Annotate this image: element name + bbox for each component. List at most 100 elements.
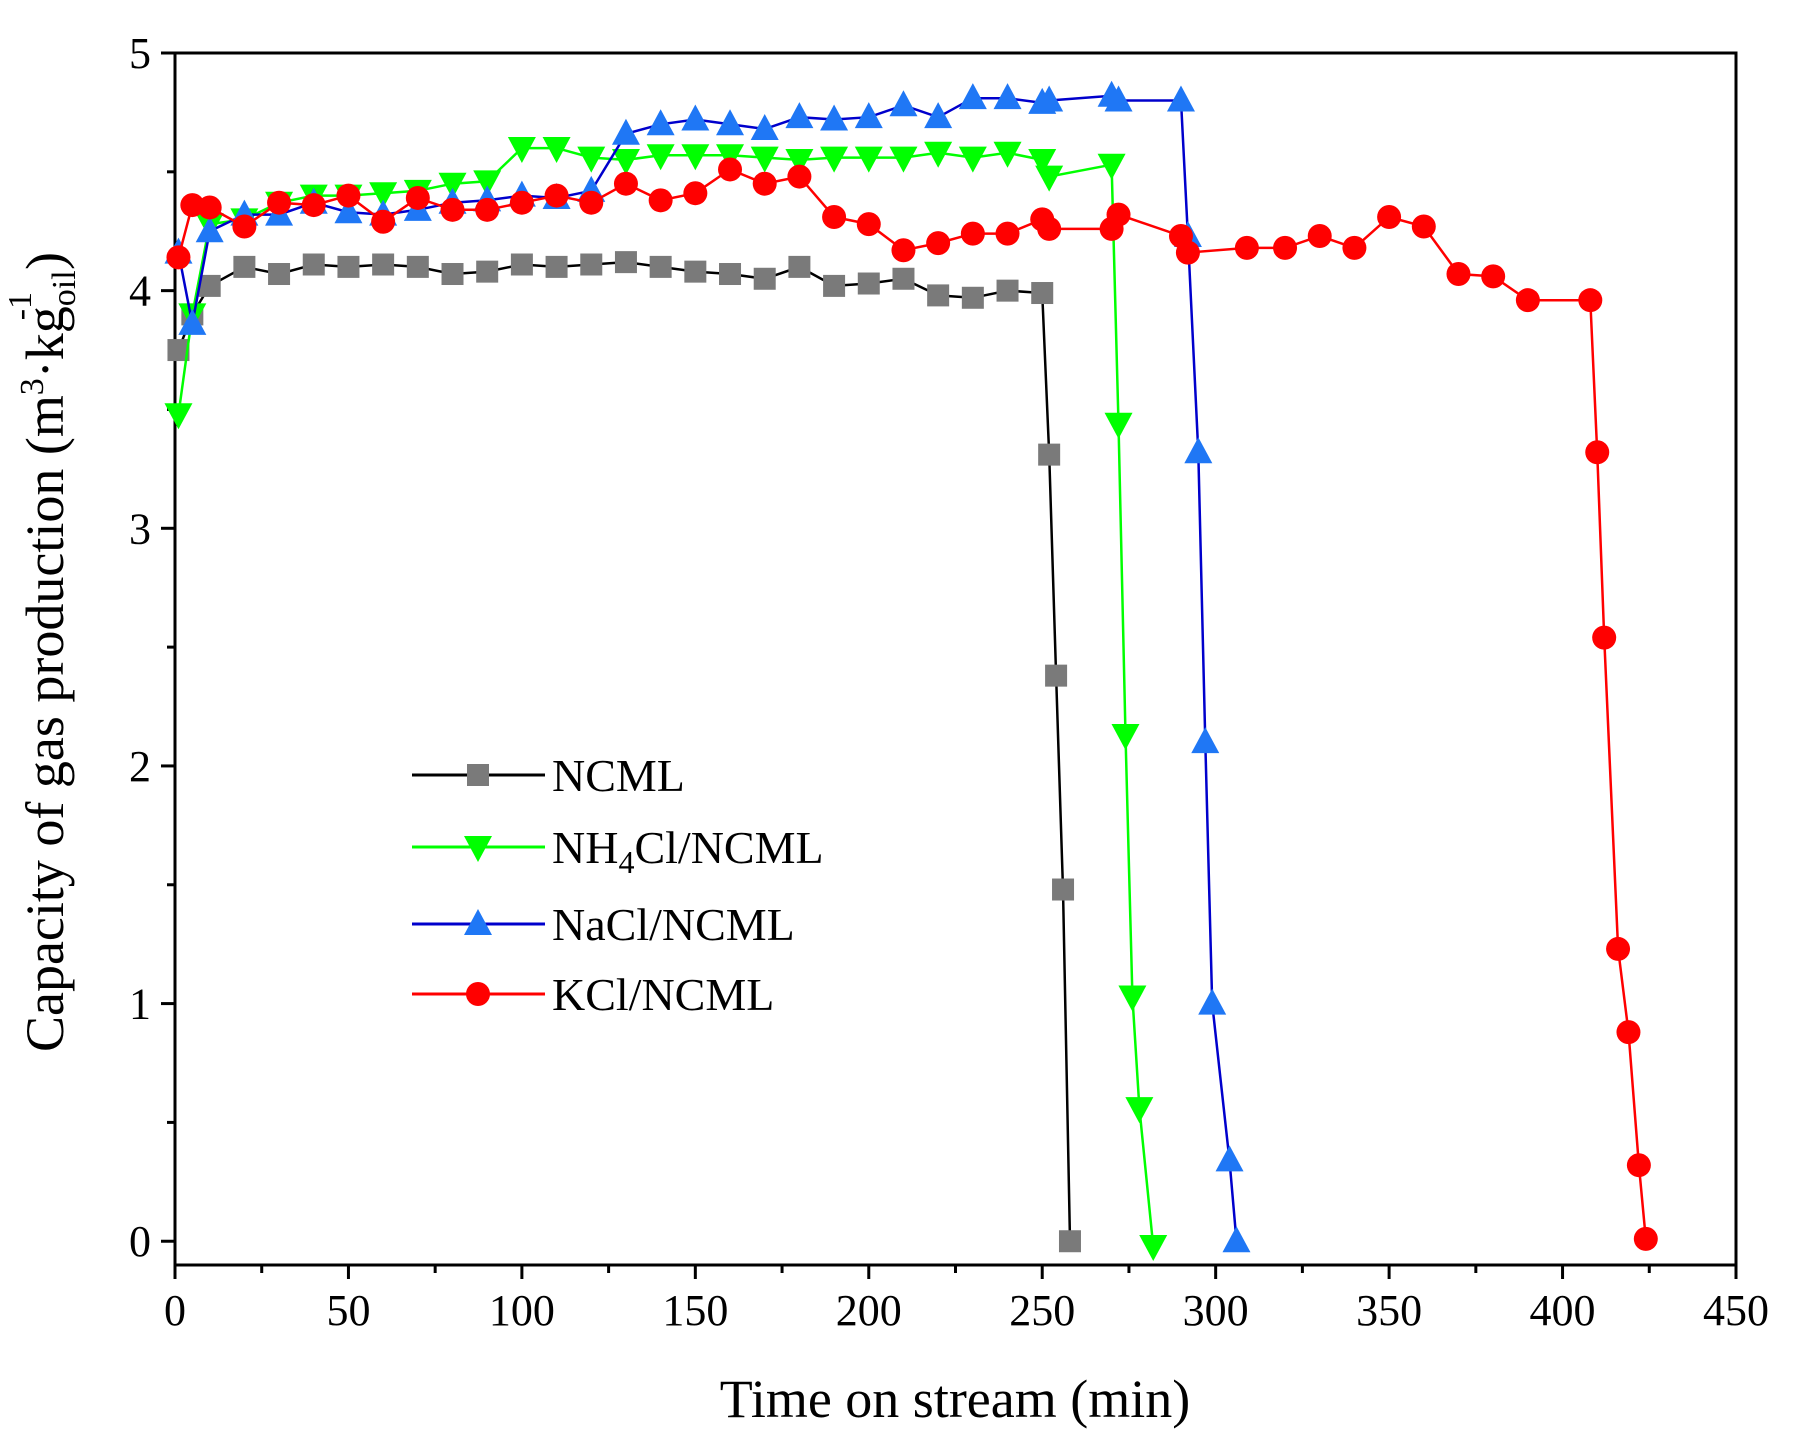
data-point-ncml (719, 263, 742, 286)
data-point-ncml (580, 253, 603, 276)
legend-marker-nacl-ncml (464, 909, 492, 935)
data-point-nh4cl-ncml (164, 403, 193, 430)
data-point-nh4cl-ncml (889, 146, 918, 173)
data-point-ncml (1058, 1230, 1081, 1253)
data-point-ncml (1045, 664, 1068, 687)
legend-marker-kcl-ncml (466, 982, 490, 1006)
data-point-nacl-ncml (958, 83, 987, 110)
legend-item-nacl-ncml: NaCl/NCML (412, 899, 795, 950)
series-ncml (167, 251, 1081, 1253)
data-point-nh4cl-ncml (924, 141, 953, 168)
data-point-nacl-ncml (924, 102, 953, 129)
data-point-nh4cl-ncml (1139, 1234, 1168, 1261)
data-point-ncml (545, 255, 568, 278)
data-point-ncml (302, 253, 325, 276)
data-point-kcl-ncml (752, 171, 777, 196)
data-point-ncml (684, 260, 707, 283)
data-point-kcl-ncml (960, 221, 985, 246)
data-point-ncml (961, 286, 984, 309)
data-point-ncml (1038, 443, 1061, 466)
x-axis-title: Time on stream (min) (720, 1369, 1190, 1429)
data-point-nacl-ncml (750, 114, 779, 141)
data-point-nh4cl-ncml (473, 170, 502, 197)
data-point-nh4cl-ncml (369, 182, 398, 209)
data-point-nh4cl-ncml (542, 137, 571, 164)
data-point-nacl-ncml (854, 102, 883, 129)
data-point-ncml (1052, 878, 1075, 901)
y-tick-label: 2 (129, 742, 151, 791)
x-tick-label: 200 (836, 1286, 902, 1335)
data-point-nh4cl-ncml (854, 146, 883, 173)
data-point-ncml (167, 339, 190, 362)
data-point-kcl-ncml (475, 197, 500, 222)
data-point-kcl-ncml (613, 171, 638, 196)
data-point-nh4cl-ncml (681, 144, 710, 171)
data-point-kcl-ncml (1234, 235, 1259, 260)
data-point-ncml (441, 263, 464, 286)
y-tick-label: 0 (129, 1217, 151, 1266)
data-point-ncml (476, 260, 499, 283)
data-point-kcl-ncml (197, 195, 222, 220)
data-point-nh4cl-ncml (577, 146, 606, 173)
y-axis: 0 1 2 3 4 5 (129, 29, 175, 1266)
data-point-kcl-ncml (1446, 262, 1471, 287)
data-point-nh4cl-ncml (993, 141, 1022, 168)
x-tick-label: 300 (1183, 1286, 1249, 1335)
data-point-nacl-ncml (1222, 1226, 1251, 1253)
data-point-nacl-ncml (889, 90, 918, 117)
data-point-ncml (996, 279, 1019, 302)
x-tick-label: 400 (1530, 1286, 1596, 1335)
legend-item-kcl-ncml: KCl/NCML (412, 969, 774, 1020)
legend-marker-shape (464, 836, 492, 862)
data-point-kcl-ncml (1633, 1226, 1658, 1251)
data-point-nh4cl-ncml (716, 144, 745, 171)
legend-marker-shape (464, 909, 492, 935)
data-point-ncml (649, 255, 672, 278)
legend-label-nacl-ncml: NaCl/NCML (552, 899, 795, 950)
data-point-ncml (337, 255, 360, 278)
data-point-nacl-ncml (820, 104, 849, 131)
data-point-nacl-ncml (681, 104, 710, 131)
data-point-nh4cl-ncml (611, 148, 640, 175)
data-point-ncml (372, 253, 395, 276)
data-point-kcl-ncml (822, 204, 847, 229)
data-point-nh4cl-ncml (1111, 724, 1140, 751)
data-point-kcl-ncml (267, 190, 292, 215)
legend-label-nh4cl-ncml: NH4Cl/NCML (552, 822, 824, 880)
legend-label-nh4cl-rest: Cl/NCML (634, 822, 823, 873)
data-point-kcl-ncml (787, 164, 812, 189)
y-axis-title-mid: ·kg (15, 306, 75, 378)
data-point-kcl-ncml (301, 193, 326, 218)
data-point-kcl-ncml (856, 212, 881, 237)
data-point-kcl-ncml (1307, 223, 1332, 248)
data-point-kcl-ncml (1106, 202, 1131, 227)
series-kcl-ncml (166, 157, 1658, 1251)
data-point-ncml (753, 267, 776, 290)
data-point-kcl-ncml (232, 214, 257, 239)
data-point-nh4cl-ncml (1118, 985, 1147, 1012)
data-point-kcl-ncml (166, 245, 191, 270)
data-point-kcl-ncml (440, 197, 465, 222)
data-point-ncml (1031, 282, 1054, 305)
data-point-kcl-ncml (371, 209, 396, 234)
data-point-ncml (510, 253, 533, 276)
data-point-nh4cl-ncml (750, 146, 779, 173)
data-point-kcl-ncml (544, 183, 569, 208)
data-point-nacl-ncml (1184, 437, 1213, 464)
data-point-kcl-ncml (579, 190, 604, 215)
data-point-nh4cl-ncml (1097, 153, 1126, 180)
data-point-ncml (233, 255, 256, 278)
data-point-kcl-ncml (1481, 264, 1506, 289)
data-point-kcl-ncml (683, 181, 708, 206)
y-axis-title-sup1: 3 (14, 378, 51, 395)
data-point-kcl-ncml (926, 231, 951, 256)
data-point-kcl-ncml (509, 190, 534, 215)
y-tick-label: 4 (129, 267, 151, 316)
data-point-kcl-ncml (1616, 1020, 1641, 1045)
data-point-kcl-ncml (1626, 1153, 1651, 1178)
data-point-kcl-ncml (405, 185, 430, 210)
data-point-nh4cl-ncml (958, 146, 987, 173)
data-point-kcl-ncml (1273, 235, 1298, 260)
x-tick-label: 250 (1009, 1286, 1075, 1335)
